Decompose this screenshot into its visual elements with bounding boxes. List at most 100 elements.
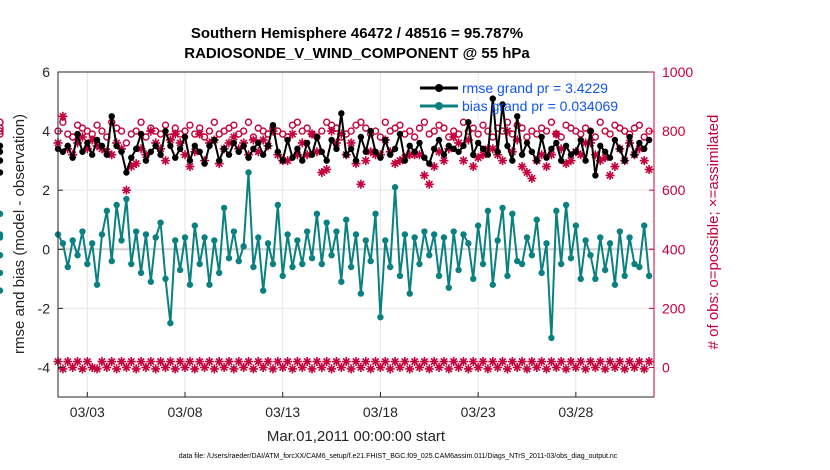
bias-point [294,237,301,244]
bias-point [435,272,443,280]
bias-point [108,257,115,265]
legend-rmse-label: rmse grand pr = 3.4229 [462,80,608,96]
obs-assimilated-low-point [151,364,161,374]
obs-assimilated-point [581,138,591,148]
rmse-point [592,172,599,179]
obs-assimilated-low-point [92,364,102,374]
obs-assimilated-low-point [424,364,434,374]
bias-point [406,290,413,297]
bias-point [303,228,311,235]
obs-assimilated-point [415,150,425,160]
obs-assimilated-low-point [77,364,87,374]
obs-assimilated-point [551,129,561,139]
rmse-point [196,148,203,155]
x-axis: 03/03 03/08 03/13 03/18 03/23 03/28 [70,392,594,420]
rmse-point [450,145,457,153]
bias-point [426,251,433,259]
obs-assimilated-low-point [317,362,327,372]
bias-point [250,263,257,271]
rmse-point [103,151,111,158]
bias-point [132,228,140,235]
obs-assimilated-point [302,150,312,160]
rmse-point [557,157,565,164]
bias-point [416,260,423,268]
rmse-point [343,151,350,158]
obs-possible-point [430,127,438,135]
rmse-point [118,148,125,155]
rmse-point [386,151,394,158]
rmse-point [255,139,262,147]
bias-point [269,260,277,268]
obs-assimilated-low-point [209,364,219,374]
rmse-point [74,130,81,138]
obs-assimilated-low-point [297,362,307,372]
rmse-point [98,142,106,150]
obs-assimilated-point [131,159,141,169]
x-tick-label: 03/28 [558,404,593,420]
bias-point [235,257,242,265]
obs-assimilated-low-point [136,357,146,367]
bias-point [264,240,272,247]
obs-assimilated-low-point [600,364,610,374]
bias-point [606,240,614,247]
obs-possible-point [68,133,77,141]
obs-assimilated-point [92,141,102,151]
bias-point [333,228,340,235]
obs-possible-point [142,133,150,141]
bias-point [616,228,624,235]
bias-point [504,272,511,280]
obs-assimilated-point [625,138,635,148]
obs-assimilated-low-point [322,357,332,367]
rmse-point [284,136,291,144]
chart-title-line1: Southern Hemisphere 46472 / 48516 = 95.7… [191,25,523,42]
rmse-point [577,136,584,144]
rmse-point [406,142,413,150]
bias-point [0,251,4,259]
obs-assimilated-point [468,162,478,172]
obs-assimilated-low-point [263,357,273,367]
obs-possible-point [362,124,370,132]
obs-assimilated-low-point [361,357,371,367]
rmse-point [372,148,379,155]
rmse-point [64,142,71,150]
rmse-point [474,139,482,147]
rmse-point [250,145,257,153]
rmse-point [606,154,614,161]
bias-point [382,237,389,244]
obs-assimilated-point [141,150,151,160]
obs-assimilated-point [317,167,327,177]
obs-assimilated-low-point [473,362,483,372]
rmse-point [616,145,624,153]
bias-point [220,204,228,212]
bias-point [118,237,125,244]
rmse-point [489,95,496,102]
obs-assimilated-low-point [331,357,341,367]
obs-assimilated-low-point [483,364,493,374]
obs-assimilated-low-point [605,357,615,367]
rmse-point [460,142,467,150]
obs-assimilated-low-point [200,362,210,372]
rmse-point [631,151,638,158]
obs-assimilated-point [170,129,180,139]
rmse-point [445,142,453,150]
obs-assimilated-point [512,135,522,145]
obs-assimilated-low-point [214,357,224,367]
bias-point [450,228,457,235]
obs-assimilated-low-point [229,364,239,374]
obs-possible-point [381,118,390,126]
bias-point [0,234,4,241]
rmse-point [240,142,247,150]
rmse-point [470,151,477,158]
bias-point [440,234,448,241]
obs-possible-point [244,118,253,126]
rmse-point [621,157,628,164]
rmse-point [538,133,545,141]
y-left-tick-label: 6 [42,64,50,80]
bias-point [0,269,4,277]
rmse-point [79,148,86,155]
bias-point [509,210,516,218]
obs-assimilated-point [366,147,376,157]
rmse-point [206,142,213,150]
rmse-point [123,169,130,176]
